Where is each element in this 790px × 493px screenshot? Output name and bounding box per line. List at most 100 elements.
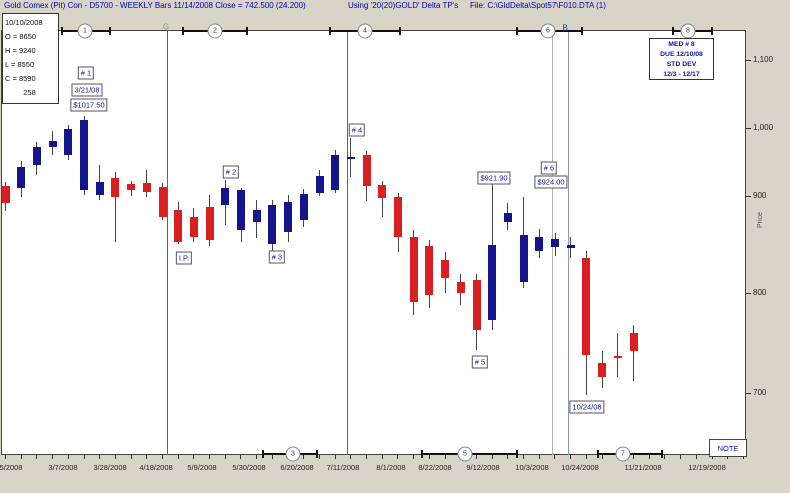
x-axis-tick (131, 455, 132, 459)
annotation-label[interactable]: I.P. (175, 251, 193, 265)
x-axis-tick (68, 455, 69, 459)
plot-area (1, 30, 746, 455)
y-axis-tick (746, 195, 751, 197)
candle-up (520, 234, 528, 283)
turn-marker-bracket-end (672, 27, 674, 35)
turn-marker-number[interactable]: 8 (680, 23, 696, 39)
turn-marker-number[interactable]: 5 (457, 446, 473, 462)
annotation-label[interactable]: # 1 (77, 66, 95, 80)
candle-down (378, 185, 386, 198)
y-axis-tick (746, 127, 751, 129)
x-axis-tick-label: 10/3/2008 (515, 463, 549, 472)
note-button[interactable]: NOTE (709, 439, 747, 457)
candle-down (394, 197, 402, 237)
turn-marker-bracket-end (61, 27, 63, 35)
annotation-label[interactable]: 10/24/08 (569, 400, 605, 414)
x-axis-tick (712, 455, 713, 459)
annotation-label[interactable]: $924.00 (534, 175, 568, 189)
candle-up (567, 244, 575, 249)
x-axis-tick (178, 455, 179, 459)
turn-marker-bracket-end (597, 450, 599, 458)
candle-down (473, 280, 481, 330)
x-axis-tick (523, 455, 524, 459)
annotation-label[interactable]: # 6 (540, 161, 558, 175)
x-axis-tick (382, 455, 383, 459)
x-axis-tick (99, 455, 100, 459)
title-bar: Gold Comex (Pit) Con - D5700 - WEEKLY Ba… (0, 0, 790, 13)
turn-marker-bracket-end (316, 450, 318, 458)
candle-up (64, 129, 72, 156)
candle-down (441, 260, 449, 279)
red-line (347, 30, 348, 455)
x-axis-tick (5, 455, 6, 459)
x-axis-tick (743, 455, 744, 459)
x-axis-tick (539, 455, 540, 459)
turn-marker-bracket-end (516, 27, 518, 35)
annotation-label[interactable]: # 3 (268, 250, 286, 264)
x-axis-tick (602, 455, 603, 459)
x-axis-tick (429, 455, 430, 459)
candle-up (551, 238, 559, 248)
annotation-label[interactable]: # 5 (471, 355, 489, 369)
turn-marker-bracket-end (262, 450, 264, 458)
x-axis-tick (727, 455, 728, 459)
x-axis-tick (193, 455, 194, 459)
turn-marker-bracket-end (421, 450, 423, 458)
x-axis-tick (303, 455, 304, 459)
candle-wick (617, 333, 618, 377)
candle-up (96, 181, 104, 196)
chart-title: Gold Comex (Pit) Con - D5700 - WEEKLY Ba… (4, 1, 306, 10)
x-axis-tick (445, 455, 446, 459)
candle-down (206, 206, 214, 240)
y-axis-tick-label: 700 (753, 388, 767, 397)
annotation-label[interactable]: $921.90 (477, 171, 511, 185)
x-axis-tick (586, 455, 587, 459)
x-axis-tick-label: 7/11/2008 (326, 463, 360, 472)
x-axis-tick (319, 455, 320, 459)
candle-down (127, 184, 135, 191)
annotation-label[interactable]: # 4 (348, 123, 366, 137)
turn-marker-number[interactable]: 2 (207, 23, 223, 39)
candle-up (300, 194, 308, 221)
candle-down (363, 155, 371, 186)
x-axis-tick-label: 5/9/2008 (187, 463, 217, 472)
y-axis-tick (746, 392, 751, 394)
y-axis-tick-label: 1,000 (753, 123, 774, 132)
info-low: L = 8550 (5, 60, 35, 69)
info-date: 10/10/2008 (5, 18, 43, 27)
x-axis-tick (680, 455, 681, 459)
candle-down (630, 333, 638, 351)
candle-up (347, 156, 355, 159)
annotation-label[interactable]: 3/21/08 (71, 83, 103, 97)
med-projection-box: MED # 8 DUE 12/10/08 STD DEV 12/3 - 12/1… (649, 38, 714, 80)
candle-down (111, 178, 119, 197)
y-axis-tick-label: 900 (753, 191, 767, 200)
delta-tps-label: Using '20(20)GOLD' Delta TP's (348, 1, 459, 10)
x-axis-tick (146, 455, 147, 459)
x-axis-tick (366, 455, 367, 459)
x-axis-tick (397, 455, 398, 459)
g-line-tag: G (162, 22, 170, 32)
info-high: H = 9240 (5, 46, 36, 55)
annotation-label[interactable]: $1017.50 (70, 98, 108, 112)
turn-marker-bracket-end (711, 27, 713, 35)
x-axis-tick (350, 455, 351, 459)
info-open: O = 8650 (5, 32, 37, 41)
x-axis-tick-label: 9/12/2008 (466, 463, 500, 472)
candle-up (49, 140, 57, 147)
turn-marker-number[interactable]: 3 (285, 446, 301, 462)
x-axis-tick (570, 455, 571, 459)
turn-marker-number[interactable]: 7 (615, 446, 631, 462)
x-axis-tick-label: 3/28/2008 (93, 463, 127, 472)
candle-up (221, 187, 229, 205)
candle-up (488, 244, 496, 320)
turn-marker-number[interactable]: 4 (357, 23, 373, 39)
turn-marker-bracket-end (661, 450, 663, 458)
turn-marker-number[interactable]: 6 (540, 23, 556, 39)
x-axis-tick (256, 455, 257, 459)
annotation-label[interactable]: # 2 (222, 165, 240, 179)
candle-down (425, 246, 433, 295)
candle-down (159, 187, 167, 218)
info-close: C = 8590 (5, 74, 36, 83)
turn-marker-number[interactable]: 1 (77, 23, 93, 39)
